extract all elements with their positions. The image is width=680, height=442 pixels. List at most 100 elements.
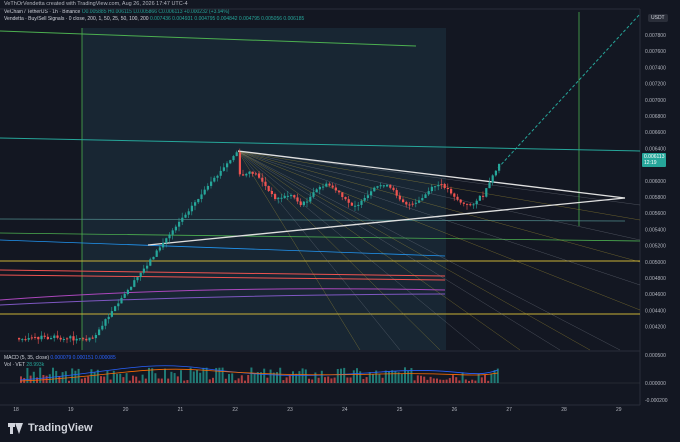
candle-body — [453, 193, 456, 197]
fan-line — [237, 150, 621, 351]
price-axis-tick: 0.004200 — [645, 325, 666, 331]
candle-body — [117, 303, 120, 307]
candle-body — [158, 247, 161, 251]
candle-body — [395, 190, 398, 196]
time-axis-tick: 22 — [232, 407, 238, 413]
volume-bar — [320, 370, 323, 383]
candle-body — [232, 156, 235, 161]
volume-bar — [84, 377, 86, 383]
candle-body — [30, 337, 33, 339]
candle-body — [418, 200, 421, 203]
volume-bar — [375, 370, 378, 383]
triangle-lower-line — [147, 197, 626, 246]
volume-bar — [26, 367, 29, 383]
volume-bar — [205, 367, 208, 383]
volume-bar — [416, 375, 419, 383]
volume-bar — [317, 377, 320, 383]
candle-body — [107, 316, 110, 320]
candle-body — [222, 167, 225, 171]
volume-bar — [116, 373, 118, 383]
purple-ma-line-2 — [0, 293, 446, 306]
price-axis-tick: 0.007200 — [645, 82, 666, 88]
volume-bar — [170, 371, 173, 383]
candle-body — [274, 194, 277, 199]
candle-body — [248, 171, 251, 174]
candle-body — [411, 203, 414, 205]
candle-body — [283, 195, 286, 199]
candle-body — [430, 186, 433, 192]
volume-bar — [253, 374, 256, 383]
time-axis-tick: 23 — [287, 407, 293, 413]
volume-bar — [484, 374, 486, 383]
volume-bar — [471, 379, 474, 383]
volume-bar — [32, 371, 35, 383]
candle-body — [242, 174, 245, 176]
symbol-label: VeChain / TetherUS · 1h · Binance — [4, 9, 81, 15]
volume-bar — [68, 380, 70, 383]
chart-creator-caption: VeThOrVendetta created with TradingView.… — [4, 1, 188, 7]
volume-bar — [477, 373, 480, 383]
candle-body — [296, 197, 299, 202]
candle-body — [24, 339, 27, 341]
macd-line — [19, 365, 499, 381]
volume-bar — [340, 368, 342, 383]
candle-body — [235, 152, 238, 157]
volume-bar — [189, 367, 192, 383]
volume-bar — [221, 367, 224, 383]
tradingview-brand: TradingView — [28, 422, 93, 434]
candle-body — [187, 211, 190, 215]
candle-body — [120, 297, 123, 304]
candle-body — [376, 186, 379, 188]
candle-body — [238, 152, 241, 175]
volume-bar — [487, 380, 490, 383]
volume-bar — [208, 379, 211, 383]
candle-body — [27, 338, 30, 340]
time-axis-tick: 28 — [561, 407, 567, 413]
volume-bar — [96, 369, 99, 383]
indicator-legend: Vendetta · Buy/Sell Signals · 0 close, 2… — [4, 16, 304, 23]
volume-bar — [48, 374, 51, 383]
candle-body — [462, 202, 465, 204]
volume-bar — [266, 377, 269, 383]
candle-body — [40, 335, 43, 340]
candle-body — [290, 195, 293, 197]
volume-bar — [154, 373, 157, 383]
volume-bar — [71, 368, 74, 383]
volume-bar — [247, 375, 250, 383]
candle-body — [59, 337, 62, 340]
time-axis-tick: 25 — [397, 407, 403, 413]
candle-body — [350, 202, 353, 206]
time-axis-tick: 21 — [178, 407, 184, 413]
currency-badge[interactable]: USDT — [648, 14, 668, 22]
candle-body — [472, 204, 475, 206]
volume-bar — [215, 367, 218, 383]
volume-bar — [237, 378, 240, 383]
candle-body — [85, 338, 88, 341]
macd-values: 0.000079 0.000151 0.000085 — [50, 355, 116, 361]
candle-body — [184, 214, 187, 218]
tradingview-logo[interactable]: TradingView — [8, 422, 93, 434]
volume-bar — [282, 380, 285, 383]
candle-body — [104, 319, 107, 326]
volume-label: Vol · VET — [4, 362, 26, 368]
candle-body — [133, 280, 136, 287]
volume-bar — [132, 375, 134, 383]
candle-body — [62, 339, 65, 341]
volume-bar — [397, 372, 400, 383]
candle-body — [494, 170, 497, 176]
fan-line — [237, 150, 441, 351]
volume-bar — [183, 380, 186, 383]
volume-bar — [138, 380, 141, 383]
volume-bar — [119, 373, 122, 383]
price-axis-tick: 0.005600 — [645, 211, 666, 217]
volume-bar — [106, 370, 109, 383]
gray-support-line — [0, 218, 626, 222]
sub-axis-tick: 0.000500 — [645, 353, 666, 359]
candle-body — [286, 195, 289, 197]
chart-canvas[interactable]: 0.007800 0.007600 0.007400 0.007200 0.007000… — [0, 0, 680, 414]
candle-body — [78, 338, 81, 340]
sub-axis-tick: -0.000200 — [645, 398, 668, 404]
candle-body — [130, 286, 133, 290]
candle-body — [174, 226, 177, 231]
candle-body — [309, 196, 312, 202]
